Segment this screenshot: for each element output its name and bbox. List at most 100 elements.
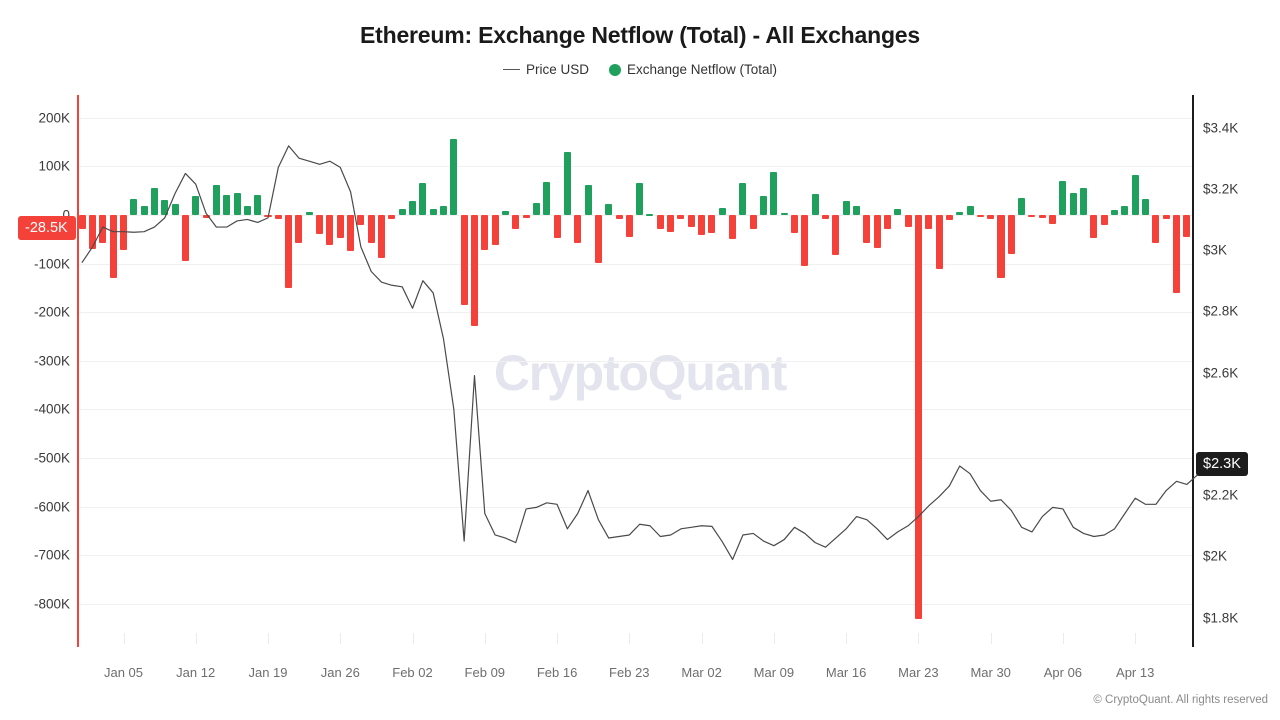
netflow-bar[interactable] — [285, 214, 293, 288]
netflow-bar[interactable] — [852, 206, 860, 215]
netflow-bar[interactable] — [512, 214, 520, 230]
netflow-bar[interactable] — [760, 196, 768, 215]
netflow-bar[interactable] — [1121, 206, 1129, 215]
netflow-bar[interactable] — [1152, 214, 1160, 244]
netflow-bar[interactable] — [739, 183, 747, 215]
netflow-bar[interactable] — [233, 193, 241, 215]
netflow-bar[interactable] — [811, 194, 819, 215]
netflow-bar[interactable] — [718, 207, 726, 215]
netflow-bar[interactable] — [181, 214, 189, 262]
netflow-bar[interactable] — [264, 214, 272, 217]
netflow-bar[interactable] — [863, 214, 871, 244]
netflow-bar[interactable] — [398, 209, 406, 215]
netflow-bar[interactable] — [501, 210, 509, 215]
netflow-bar[interactable] — [574, 214, 582, 244]
netflow-bar[interactable] — [140, 206, 148, 215]
netflow-bar[interactable] — [336, 214, 344, 239]
netflow-bar[interactable] — [450, 139, 458, 215]
netflow-bar[interactable] — [295, 214, 303, 244]
netflow-bar[interactable] — [1018, 197, 1026, 215]
netflow-bar[interactable] — [439, 206, 447, 215]
netflow-bar[interactable] — [1069, 192, 1077, 215]
netflow-bar[interactable] — [966, 206, 974, 215]
netflow-bar[interactable] — [171, 204, 179, 215]
netflow-bar[interactable] — [161, 200, 169, 215]
netflow-bar[interactable] — [357, 214, 365, 225]
legend-item-netflow[interactable]: Exchange Netflow (Total) — [608, 62, 777, 77]
netflow-bar[interactable] — [945, 214, 953, 220]
netflow-bar[interactable] — [563, 151, 571, 215]
netflow-bar[interactable] — [1007, 214, 1015, 254]
netflow-bar[interactable] — [316, 214, 324, 235]
netflow-bar[interactable] — [88, 214, 96, 249]
netflow-bar[interactable] — [429, 209, 437, 215]
netflow-bar[interactable] — [976, 214, 984, 218]
netflow-bar[interactable] — [78, 214, 86, 229]
netflow-bar[interactable] — [223, 195, 231, 215]
netflow-bar[interactable] — [1100, 214, 1108, 225]
netflow-bar[interactable] — [987, 214, 995, 219]
netflow-bar[interactable] — [1049, 214, 1057, 224]
netflow-bar[interactable] — [821, 214, 829, 219]
netflow-bar[interactable] — [1173, 214, 1181, 293]
netflow-bar[interactable] — [543, 181, 551, 215]
netflow-bar[interactable] — [150, 188, 158, 215]
netflow-bar[interactable] — [388, 214, 396, 219]
netflow-bar[interactable] — [584, 184, 592, 215]
netflow-bar[interactable] — [367, 214, 375, 244]
legend-item-price[interactable]: Price USD — [502, 62, 589, 77]
netflow-bar[interactable] — [791, 214, 799, 234]
netflow-bar[interactable] — [347, 214, 355, 252]
netflow-bar[interactable] — [749, 214, 757, 230]
netflow-bar[interactable] — [625, 214, 633, 238]
netflow-bar[interactable] — [935, 214, 943, 270]
netflow-bar[interactable] — [698, 214, 706, 236]
netflow-bar[interactable] — [883, 214, 891, 230]
netflow-bar[interactable] — [832, 214, 840, 255]
netflow-bar[interactable] — [636, 183, 644, 215]
netflow-bar[interactable] — [212, 184, 220, 215]
netflow-bar[interactable] — [1080, 188, 1088, 215]
netflow-bar[interactable] — [925, 214, 933, 230]
netflow-bar[interactable] — [491, 214, 499, 245]
netflow-bar[interactable] — [1111, 209, 1119, 215]
netflow-bar[interactable] — [1162, 214, 1170, 219]
netflow-bar[interactable] — [378, 214, 386, 258]
netflow-bar[interactable] — [656, 214, 664, 230]
netflow-bar[interactable] — [419, 183, 427, 215]
netflow-bar[interactable] — [1183, 214, 1191, 237]
netflow-bar[interactable] — [646, 213, 654, 216]
netflow-bar[interactable] — [708, 214, 716, 234]
netflow-bar[interactable] — [522, 214, 530, 218]
netflow-bar[interactable] — [202, 214, 210, 219]
netflow-bar[interactable] — [1038, 214, 1046, 218]
netflow-bar[interactable] — [470, 214, 478, 326]
netflow-bar[interactable] — [254, 195, 262, 215]
netflow-bar[interactable] — [409, 201, 417, 215]
netflow-bar[interactable] — [770, 172, 778, 215]
netflow-bar[interactable] — [667, 214, 675, 232]
netflow-bar[interactable] — [192, 196, 200, 215]
netflow-bar[interactable] — [914, 214, 922, 620]
netflow-bar[interactable] — [1090, 214, 1098, 239]
netflow-bar[interactable] — [780, 212, 788, 215]
netflow-bar[interactable] — [1059, 180, 1067, 215]
netflow-bar[interactable] — [904, 214, 912, 227]
netflow-bar[interactable] — [801, 214, 809, 266]
netflow-bar[interactable] — [553, 214, 561, 239]
netflow-bar[interactable] — [873, 214, 881, 248]
netflow-bar[interactable] — [615, 214, 623, 219]
netflow-bar[interactable] — [997, 214, 1005, 279]
netflow-bar[interactable] — [460, 214, 468, 305]
netflow-bar[interactable] — [481, 214, 489, 250]
netflow-bar[interactable] — [243, 206, 251, 215]
netflow-bar[interactable] — [130, 199, 138, 215]
netflow-bar[interactable] — [956, 212, 964, 215]
netflow-bar[interactable] — [1028, 214, 1036, 217]
netflow-bar[interactable] — [99, 214, 107, 244]
netflow-bar[interactable] — [109, 214, 117, 279]
netflow-bar[interactable] — [687, 214, 695, 227]
netflow-bar[interactable] — [842, 201, 850, 215]
netflow-bar[interactable] — [532, 202, 540, 215]
netflow-bar[interactable] — [894, 209, 902, 215]
